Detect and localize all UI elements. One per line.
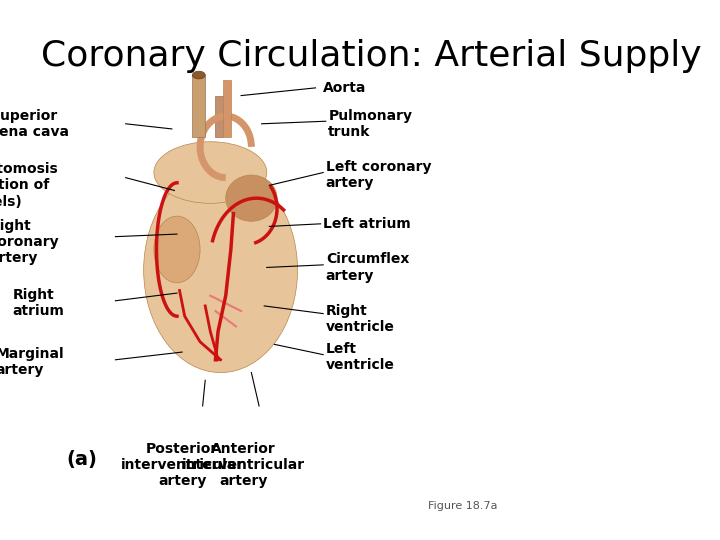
Text: Anterior
interventricular
artery: Anterior interventricular artery	[182, 442, 305, 488]
Text: Right
atrium: Right atrium	[12, 288, 64, 319]
Ellipse shape	[192, 71, 205, 79]
Ellipse shape	[144, 167, 297, 373]
Polygon shape	[192, 75, 205, 137]
Text: Right
ventricle: Right ventricle	[325, 303, 395, 334]
Polygon shape	[215, 96, 223, 137]
Ellipse shape	[226, 175, 277, 221]
Text: Circumflex
artery: Circumflex artery	[325, 252, 409, 282]
Text: Marginal
artery: Marginal artery	[0, 347, 64, 377]
Text: Left coronary
artery: Left coronary artery	[325, 160, 431, 190]
Ellipse shape	[154, 141, 267, 203]
Text: Figure 18.7a: Figure 18.7a	[428, 501, 498, 511]
Text: Superior
vena cava: Superior vena cava	[0, 109, 69, 139]
Text: Posterior
interventricular
artery: Posterior interventricular artery	[120, 442, 243, 488]
Text: Anastomosis
(junction of
vessels): Anastomosis (junction of vessels)	[0, 162, 59, 208]
Polygon shape	[223, 80, 231, 137]
Text: (a): (a)	[67, 450, 98, 469]
Text: Aorta: Aorta	[323, 81, 366, 95]
Text: Left atrium: Left atrium	[323, 217, 411, 231]
Ellipse shape	[154, 216, 200, 283]
Text: Left
ventricle: Left ventricle	[325, 342, 395, 372]
Text: Pulmonary
trunk: Pulmonary trunk	[328, 109, 413, 139]
Text: Right
coronary
artery: Right coronary artery	[0, 219, 59, 265]
Text: Coronary Circulation: Arterial Supply: Coronary Circulation: Arterial Supply	[41, 39, 702, 73]
